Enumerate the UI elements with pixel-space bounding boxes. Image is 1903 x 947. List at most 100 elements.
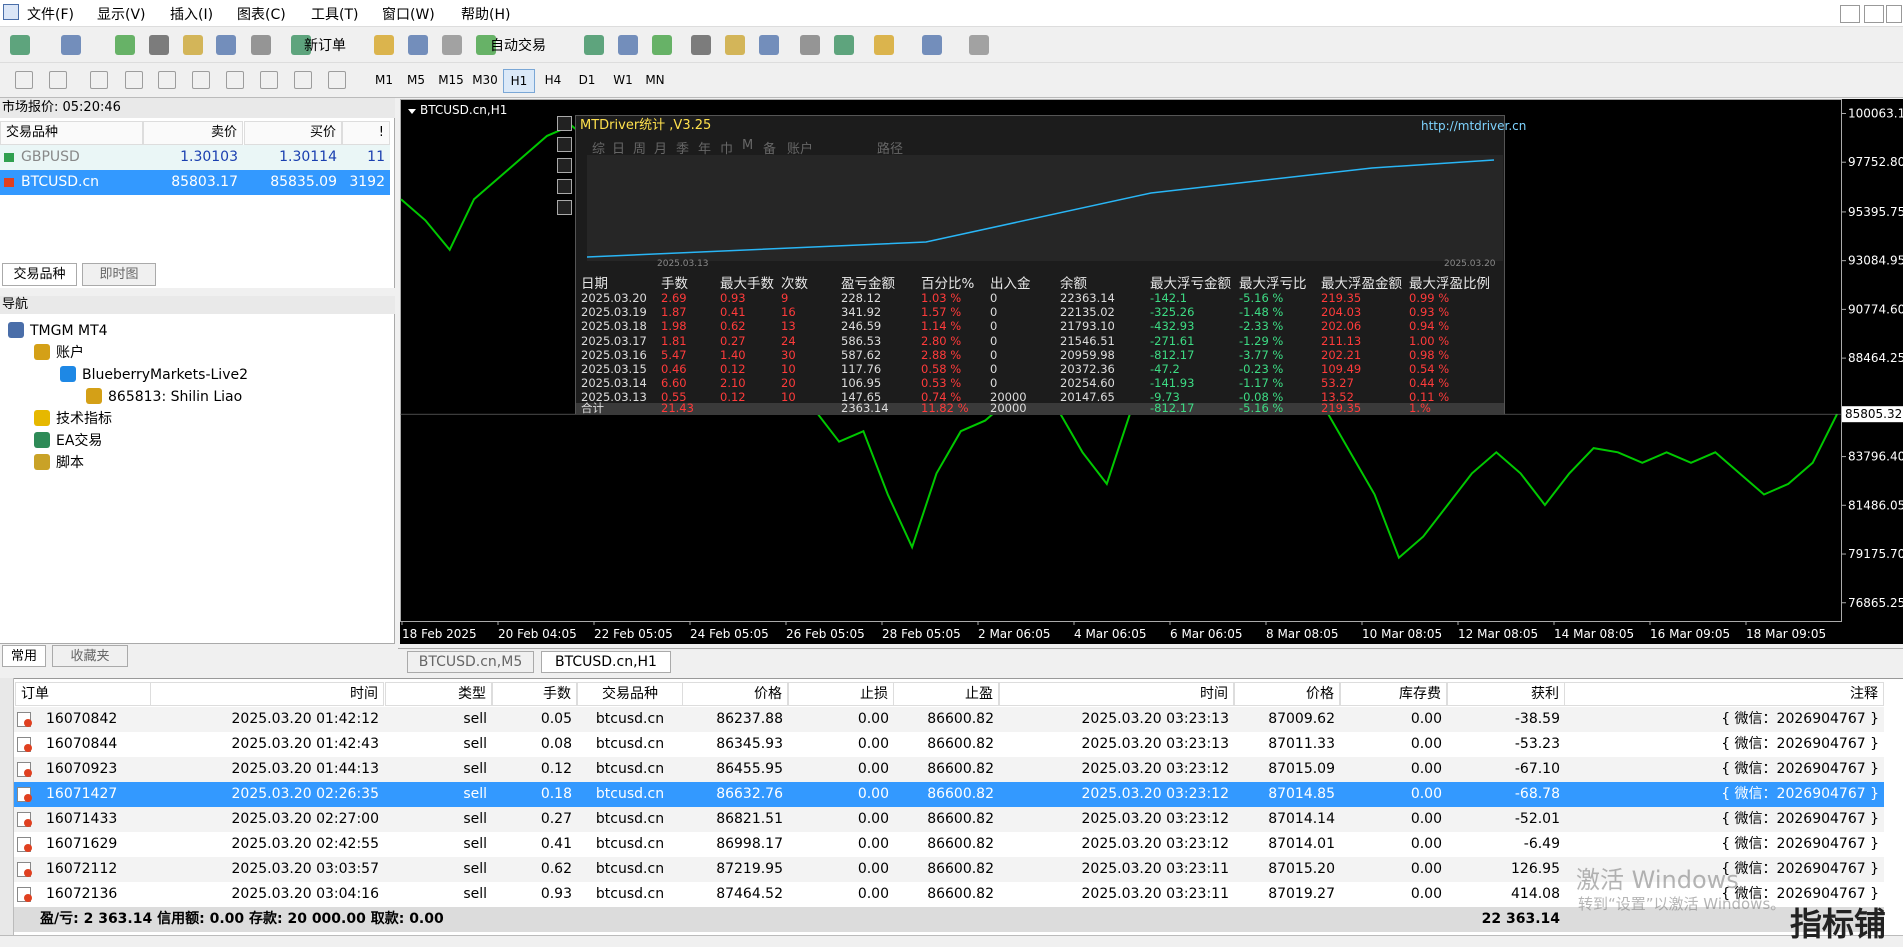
column-header[interactable]: 库存费 bbox=[1340, 682, 1447, 706]
toolbar-button[interactable] bbox=[584, 35, 604, 55]
tree-item[interactable]: 脚本 bbox=[56, 455, 84, 471]
toolbar-button[interactable] bbox=[251, 35, 271, 55]
menu-item[interactable]: 工具(T) bbox=[311, 7, 359, 23]
timeframe-button[interactable]: M30 bbox=[472, 73, 498, 87]
toolbar-button[interactable] bbox=[922, 35, 942, 55]
column-header[interactable]: 手数 bbox=[492, 682, 577, 706]
menu-item[interactable]: 图表(C) bbox=[237, 7, 286, 23]
stat-tab[interactable]: 月 bbox=[654, 142, 668, 157]
overlay-side-button[interactable] bbox=[557, 179, 572, 194]
toolbar-button[interactable] bbox=[61, 35, 81, 55]
stat-tab[interactable]: 季 bbox=[676, 142, 690, 157]
toolbar-button[interactable] bbox=[759, 35, 779, 55]
timeframe-button[interactable]: W1 bbox=[613, 73, 633, 87]
drawing-tool[interactable] bbox=[294, 71, 312, 89]
timeframe-button[interactable]: H1 bbox=[503, 69, 535, 93]
market-row[interactable] bbox=[0, 170, 390, 195]
market-row[interactable] bbox=[0, 145, 390, 170]
toolbar-button[interactable] bbox=[149, 35, 169, 55]
stat-tab[interactable]: 年 bbox=[698, 142, 712, 157]
stat-tab[interactable]: 日 bbox=[612, 142, 626, 157]
drawing-tool[interactable] bbox=[49, 71, 67, 89]
timeframe-button[interactable]: H4 bbox=[544, 73, 562, 87]
tree-item[interactable]: 865813: Shilin Liao bbox=[108, 389, 243, 405]
column-header[interactable]: 类型 bbox=[385, 682, 492, 706]
stat-tab[interactable]: 路径 bbox=[877, 142, 904, 157]
overlay-side-button[interactable] bbox=[557, 158, 572, 173]
menu-item[interactable]: 插入(I) bbox=[170, 7, 214, 23]
chart-tab[interactable]: BTCUSD.cn,H1 bbox=[541, 651, 671, 673]
stat-tab[interactable]: 综 bbox=[592, 142, 606, 157]
column-header[interactable]: 卖价 bbox=[143, 121, 243, 145]
toolbar-button[interactable] bbox=[291, 35, 311, 55]
tree-item[interactable]: TMGM MT4 bbox=[30, 323, 108, 339]
column-header[interactable]: 时间 bbox=[150, 682, 384, 706]
panel-tab[interactable]: 常用 bbox=[2, 645, 46, 667]
drawing-tool[interactable] bbox=[226, 71, 244, 89]
column-header[interactable]: 注释 bbox=[1564, 682, 1884, 706]
toolbar-button[interactable] bbox=[183, 35, 203, 55]
drawing-tool[interactable] bbox=[260, 71, 278, 89]
tree-item[interactable]: 技术指标 bbox=[56, 411, 112, 427]
tree-item[interactable]: BlueberryMarkets-Live2 bbox=[82, 367, 248, 383]
toolbar-button[interactable] bbox=[115, 35, 135, 55]
toolbar-button[interactable] bbox=[618, 35, 638, 55]
toolbar-button[interactable] bbox=[442, 35, 462, 55]
close-icon[interactable] bbox=[375, 99, 391, 117]
toolbar-button[interactable] bbox=[652, 35, 672, 55]
restore-button[interactable] bbox=[1864, 5, 1884, 23]
tree-item[interactable]: 账户 bbox=[56, 345, 84, 361]
menu-item[interactable]: 帮助(H) bbox=[461, 7, 511, 23]
stat-tab[interactable]: 巾 bbox=[720, 142, 734, 157]
toolbar-button[interactable] bbox=[476, 35, 496, 55]
toolbar-button[interactable] bbox=[691, 35, 711, 55]
drawing-tool[interactable] bbox=[158, 71, 176, 89]
column-header[interactable]: 买价 bbox=[244, 121, 342, 145]
panel-tab[interactable]: 即时图 bbox=[82, 263, 156, 286]
overlay-side-button[interactable] bbox=[557, 116, 572, 131]
timeframe-button[interactable]: M15 bbox=[438, 73, 464, 87]
toolbar-button[interactable] bbox=[374, 35, 394, 55]
order-row[interactable] bbox=[14, 707, 1884, 732]
auto-trade-button[interactable]: 自动交易 bbox=[490, 38, 546, 54]
tree-item[interactable]: EA交易 bbox=[56, 433, 103, 449]
timeframe-button[interactable]: MN bbox=[645, 73, 665, 87]
column-header[interactable]: 时间 bbox=[999, 682, 1234, 706]
order-row[interactable] bbox=[14, 757, 1884, 782]
column-header[interactable]: 价格 bbox=[682, 682, 788, 706]
stat-tab[interactable]: M bbox=[742, 138, 754, 153]
toolbar-button[interactable] bbox=[10, 35, 30, 55]
stat-tab[interactable]: 备 bbox=[763, 142, 777, 157]
toolbar-button[interactable] bbox=[408, 35, 428, 55]
order-row[interactable] bbox=[14, 732, 1884, 757]
toolbar-button[interactable] bbox=[725, 35, 745, 55]
timeframe-button[interactable]: D1 bbox=[578, 73, 596, 87]
close-button[interactable] bbox=[1886, 5, 1902, 23]
order-row[interactable] bbox=[14, 782, 1884, 807]
column-header[interactable]: 止盈 bbox=[893, 682, 999, 706]
order-row[interactable] bbox=[14, 857, 1884, 882]
panel-url[interactable]: http://mtdriver.cn bbox=[1421, 119, 1527, 133]
overlay-side-button[interactable] bbox=[557, 137, 572, 152]
overlay-side-button[interactable] bbox=[557, 200, 572, 215]
drawing-tool[interactable] bbox=[90, 71, 108, 89]
toolbar-button[interactable] bbox=[800, 35, 820, 55]
column-header[interactable]: ! bbox=[342, 121, 390, 145]
drawing-tool[interactable] bbox=[125, 71, 143, 89]
order-row[interactable] bbox=[14, 807, 1884, 832]
toolbar-button[interactable] bbox=[216, 35, 236, 55]
toolbar-button[interactable] bbox=[874, 35, 894, 55]
stat-tab[interactable]: 账户 bbox=[787, 142, 814, 157]
column-header[interactable]: 订单 bbox=[15, 682, 151, 706]
toolbar-button[interactable] bbox=[834, 35, 854, 55]
column-header[interactable]: 获利 bbox=[1447, 682, 1565, 706]
timeframe-button[interactable]: M1 bbox=[375, 73, 393, 87]
drawing-tool[interactable] bbox=[15, 71, 33, 89]
new-order-button[interactable]: 新订单 bbox=[304, 38, 346, 54]
column-header[interactable]: 价格 bbox=[1234, 682, 1340, 706]
column-header[interactable]: 交易品种 bbox=[0, 121, 143, 145]
chart-tab[interactable]: BTCUSD.cn,M5 bbox=[407, 651, 534, 673]
drawing-tool[interactable] bbox=[328, 71, 346, 89]
order-row[interactable] bbox=[14, 882, 1884, 907]
panel-tab[interactable]: 交易品种 bbox=[2, 263, 77, 286]
